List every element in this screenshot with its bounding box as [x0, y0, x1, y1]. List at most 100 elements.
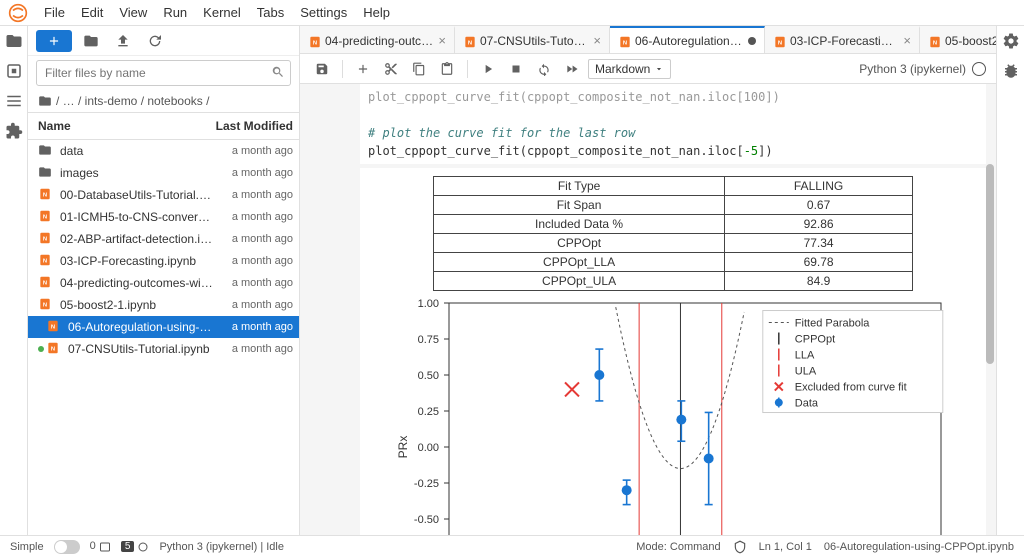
restart-button[interactable] — [532, 58, 556, 80]
kernel-name[interactable]: Python 3 (ipykernel) — [859, 62, 966, 76]
refresh-button[interactable] — [142, 30, 168, 52]
file-row[interactable]: N 00-DatabaseUtils-Tutorial.ipynba month … — [28, 184, 299, 206]
menu-help[interactable]: Help — [355, 2, 398, 23]
running-icon[interactable] — [5, 62, 23, 80]
file-row[interactable]: N 06-Autoregulation-using-CPPOpt.ip…a mon… — [28, 316, 299, 338]
property-inspector-icon[interactable] — [1002, 32, 1020, 50]
extensions-icon[interactable] — [5, 122, 23, 140]
chevron-down-icon — [654, 64, 664, 74]
breadcrumb[interactable]: / … / ints-demo / notebooks / — [28, 90, 299, 112]
file-row[interactable]: N05-boost2-1.ipynba month ago — [28, 294, 299, 316]
tab[interactable]: N 07-CNSUtils-Tutorial.ipy × — [455, 26, 610, 53]
tab[interactable]: N03-ICP-Forecasting.ipyn× — [765, 26, 920, 53]
menu-settings[interactable]: Settings — [292, 2, 355, 23]
svg-text:-0.25: -0.25 — [414, 478, 439, 490]
debugger-icon[interactable] — [1002, 62, 1020, 80]
file-name: images — [60, 166, 213, 180]
folder-icon — [38, 165, 54, 181]
menu-view[interactable]: View — [111, 2, 155, 23]
paste-button[interactable] — [435, 58, 459, 80]
trusted-icon[interactable] — [733, 540, 747, 554]
file-row[interactable]: N03-ICP-Forecasting.ipynba month ago — [28, 250, 299, 272]
cell-type-select[interactable]: Markdown — [588, 59, 671, 79]
file-row[interactable]: N04-predicting-outcomes-with-CBR.i…a mon… — [28, 272, 299, 294]
upload-button[interactable] — [110, 30, 136, 52]
file-browser-toolbar — [28, 26, 299, 56]
close-icon[interactable]: × — [903, 33, 911, 48]
stop-button[interactable] — [504, 58, 528, 80]
menu-tabs[interactable]: Tabs — [249, 2, 292, 23]
table-cell: FALLING — [725, 177, 913, 196]
col-modified[interactable]: Last Modified — [209, 113, 299, 139]
file-row[interactable]: N01-ICMH5-to-CNS-conversion.ipynba month… — [28, 206, 299, 228]
code-comment: # plot the curve fit for the last row — [368, 126, 635, 140]
menu-edit[interactable]: Edit — [73, 2, 111, 23]
insert-cell-button[interactable] — [351, 58, 375, 80]
svg-text:PRx: PRx — [396, 436, 410, 459]
notebook-icon: N — [46, 319, 62, 335]
tab[interactable]: N06-Autoregulation-using — [610, 26, 765, 53]
svg-text:Fitted Parabola: Fitted Parabola — [795, 318, 870, 330]
filter-input[interactable] — [36, 60, 291, 86]
search-icon — [271, 65, 285, 79]
run-button[interactable] — [476, 58, 500, 80]
svg-text:Data: Data — [795, 398, 819, 410]
folder-icon[interactable] — [5, 32, 23, 50]
new-launcher-button[interactable] — [36, 30, 72, 52]
file-name: 05-boost2-1.ipynb — [60, 298, 213, 312]
table-cell: CPPOpt_ULA — [434, 272, 725, 291]
toc-icon[interactable] — [5, 92, 23, 110]
file-name: data — [60, 144, 213, 158]
notebook-icon: N — [38, 275, 54, 291]
file-row[interactable]: N02-ABP-artifact-detection.ipynba month … — [28, 228, 299, 250]
svg-text:N: N — [43, 192, 47, 198]
kernel-count[interactable]: 5 — [121, 540, 150, 552]
file-name: 00-DatabaseUtils-Tutorial.ipynb — [60, 188, 213, 202]
file-modified: a month ago — [213, 189, 293, 201]
restart-run-all-button[interactable] — [560, 58, 584, 80]
tab[interactable]: N04-predicting-outcomes× — [300, 26, 455, 53]
svg-text:Excluded from curve fit: Excluded from curve fit — [795, 382, 907, 394]
file-browser: / … / ints-demo / notebooks / Name Last … — [28, 26, 300, 535]
notebook-icon: N — [463, 35, 475, 47]
table-cell: 92.86 — [725, 215, 913, 234]
cell-type-label: Markdown — [595, 62, 650, 76]
notebook-body[interactable]: plot_cppopt_curve_fit(cppopt_composite_n… — [300, 84, 996, 535]
notebook-icon: N — [928, 35, 940, 47]
line-col-indicator[interactable]: Ln 1, Col 1 — [759, 541, 812, 553]
file-modified: a month ago — [213, 255, 293, 267]
save-button[interactable] — [310, 58, 334, 80]
simple-toggle[interactable] — [54, 540, 80, 554]
file-row[interactable]: dataa month ago — [28, 140, 299, 162]
close-icon[interactable]: × — [438, 33, 446, 48]
file-modified: a month ago — [213, 211, 293, 223]
tab-label: 04-predicting-outcomes — [325, 34, 433, 48]
scrollbar-thumb[interactable] — [986, 164, 994, 364]
terminal-count[interactable]: 0 — [90, 540, 111, 552]
notebook-icon: N — [38, 231, 54, 247]
menu-kernel[interactable]: Kernel — [195, 2, 249, 23]
kernel-status[interactable]: Python 3 (ipykernel) | Idle — [159, 541, 284, 553]
tab-label: 07-CNSUtils-Tutorial.ipy — [480, 34, 588, 48]
jupyter-logo — [8, 3, 28, 23]
tab-bar: N 04-predicting-outcomes × N 07-CNSUtils-Tut… — [300, 26, 996, 54]
svg-text:N: N — [43, 302, 47, 308]
copy-button[interactable] — [407, 58, 431, 80]
tab[interactable]: N05-boost2-1.ipynb× — [920, 26, 996, 53]
svg-text:N: N — [43, 280, 47, 286]
kernel-icon — [137, 541, 149, 553]
cut-button[interactable] — [379, 58, 403, 80]
menu-run[interactable]: Run — [155, 2, 195, 23]
menu-file[interactable]: File — [36, 2, 73, 23]
new-folder-button[interactable] — [78, 30, 104, 52]
close-icon[interactable]: × — [593, 33, 601, 48]
file-row[interactable]: imagesa month ago — [28, 162, 299, 184]
file-row[interactable]: N07-CNSUtils-Tutorial.ipynba month ago — [28, 338, 299, 360]
notebook-icon: N — [773, 35, 785, 47]
svg-text:N: N — [43, 258, 47, 264]
kernel-status-icon[interactable] — [972, 62, 986, 76]
table-cell: CPPOpt — [434, 234, 725, 253]
col-name[interactable]: Name — [28, 113, 209, 139]
file-modified: a month ago — [213, 321, 293, 333]
file-name: 06-Autoregulation-using-CPPOpt.ip… — [68, 320, 213, 334]
